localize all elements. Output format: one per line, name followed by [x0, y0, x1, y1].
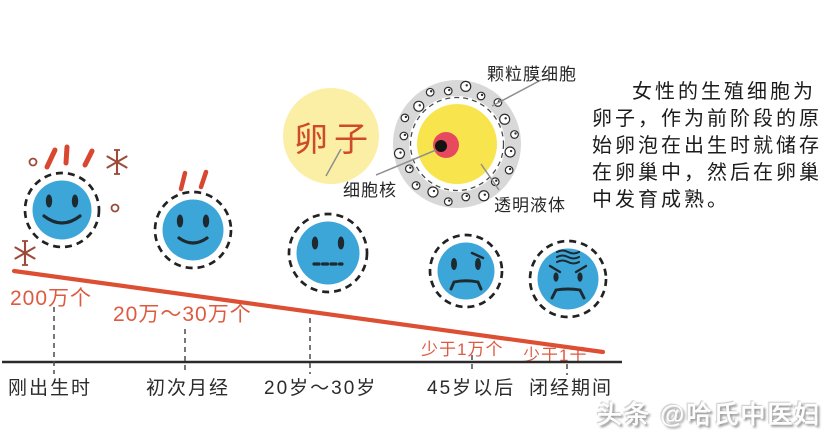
stage-label-after-45: 45岁以后	[427, 378, 516, 399]
egg-stage-1	[153, 190, 233, 270]
stage-label-20-30: 20岁～30岁	[264, 378, 378, 399]
description-paragraph: 女性的生殖细胞为卵子，作为前阶段的原始卵泡在出生时就储存在卵巢中，然后在卵巢中发…	[592, 81, 822, 211]
egg-stage-2	[287, 212, 369, 294]
stage-label-menopause: 闭经期间	[529, 378, 614, 399]
stage-label-first-menses: 初次月经	[146, 378, 231, 399]
stage-label-at-birth: 刚出生时	[8, 378, 93, 399]
count-first-menses: 20万～30万个	[113, 303, 252, 326]
egg-stage-4	[528, 239, 608, 319]
count-menopause: 少于1千	[523, 346, 588, 365]
cell-nucleus-label: 细胞核	[343, 181, 397, 200]
count-at-birth: 200万个	[10, 287, 93, 310]
transparent-fluid-label: 透明液体	[494, 196, 566, 215]
egg-stage-0	[23, 171, 101, 249]
granulosa-cell-label: 颗粒膜细胞	[487, 65, 577, 84]
egg-stage-3	[428, 233, 504, 309]
count-after-45: 少于1万个	[421, 340, 504, 359]
watermark-text: 头条 @哈氏中医妇科	[597, 401, 822, 429]
egg-title: 卵子	[294, 120, 374, 159]
